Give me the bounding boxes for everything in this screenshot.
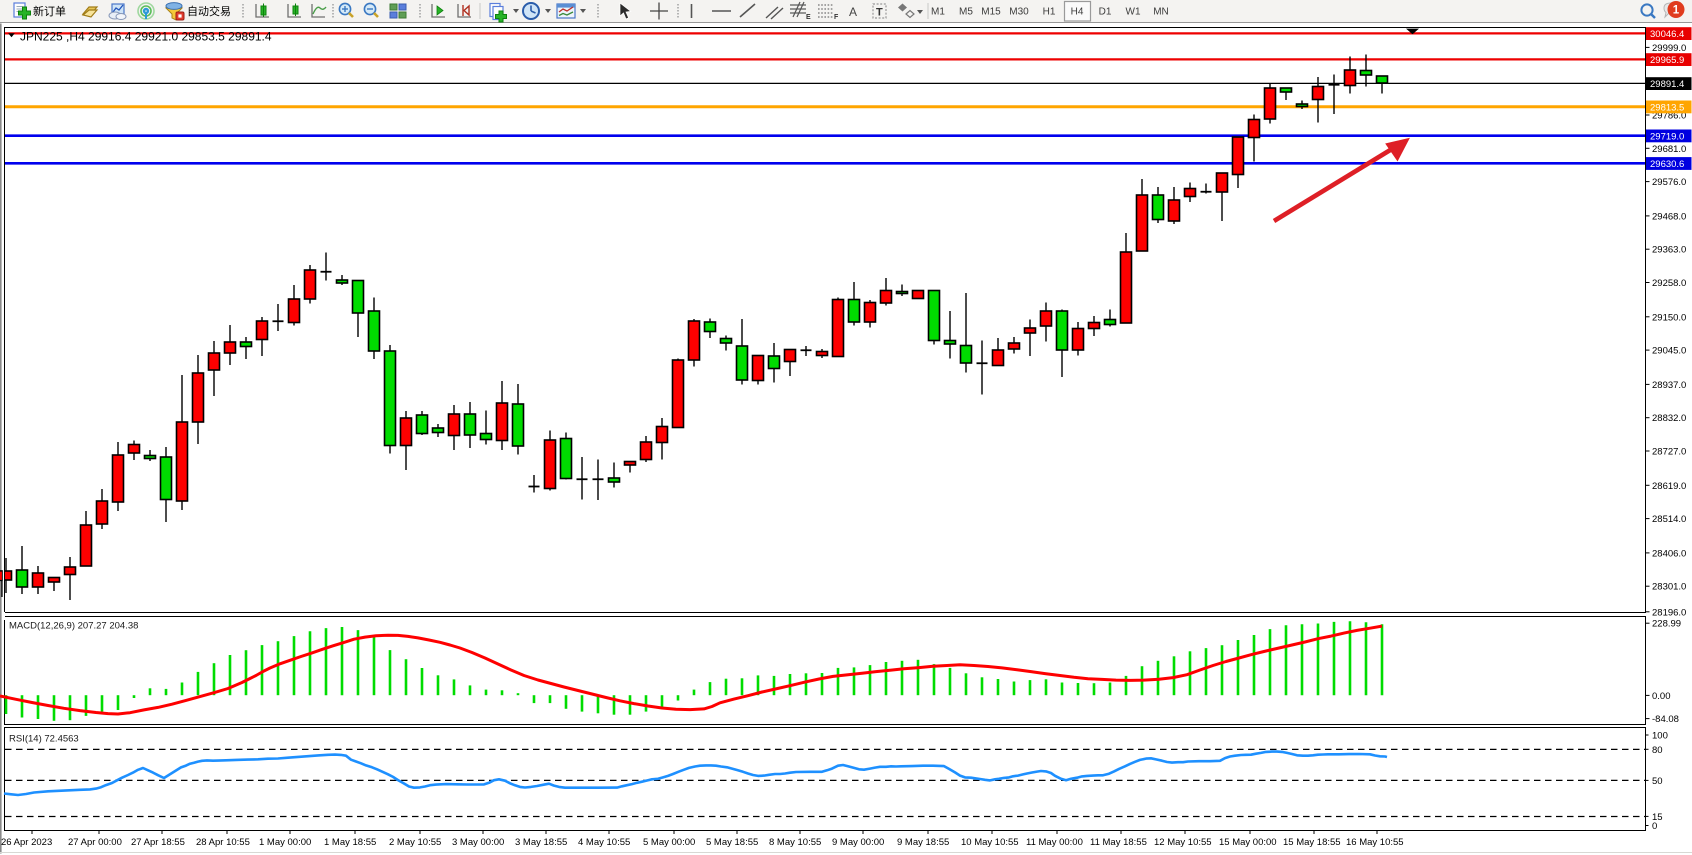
svg-text:MN: MN	[1153, 7, 1169, 18]
svg-text:E: E	[806, 14, 811, 21]
svg-text:28727.0: 28727.0	[1652, 447, 1686, 458]
svg-text:16 May 10:55: 16 May 10:55	[1346, 837, 1404, 848]
svg-text:9 May 00:00: 9 May 00:00	[832, 837, 884, 848]
svg-text:MACD(12,26,9) 207.27 204.38: MACD(12,26,9) 207.27 204.38	[9, 621, 138, 632]
svg-text:D1: D1	[1099, 7, 1112, 18]
svg-text:A: A	[849, 5, 857, 19]
svg-text:11 May 00:00: 11 May 00:00	[1026, 837, 1083, 848]
svg-text:29576.0: 29576.0	[1652, 177, 1686, 188]
svg-text:H1: H1	[1043, 7, 1056, 18]
svg-text:29786.0: 29786.0	[1652, 111, 1686, 122]
svg-text:15 May 18:55: 15 May 18:55	[1283, 837, 1341, 848]
svg-text:28196.0: 28196.0	[1652, 607, 1686, 618]
svg-text:M5: M5	[959, 7, 973, 18]
svg-text:29630.6: 29630.6	[1650, 159, 1684, 170]
svg-text:W1: W1	[1126, 7, 1141, 18]
svg-text:1 May 18:55: 1 May 18:55	[324, 837, 376, 848]
svg-text:29681.0: 29681.0	[1652, 144, 1686, 155]
svg-text:30046.4: 30046.4	[1650, 29, 1684, 40]
svg-text:28832.0: 28832.0	[1652, 413, 1686, 424]
svg-text:28619.0: 28619.0	[1652, 481, 1686, 492]
svg-text:H4: H4	[1071, 7, 1084, 18]
svg-text:5 May 00:00: 5 May 00:00	[643, 837, 695, 848]
svg-text:M30: M30	[1009, 7, 1029, 18]
svg-text:29150.0: 29150.0	[1652, 312, 1686, 323]
svg-text:15: 15	[1652, 812, 1663, 823]
svg-text:3 May 18:55: 3 May 18:55	[515, 837, 567, 848]
svg-text:-84.08: -84.08	[1652, 714, 1679, 725]
svg-text:9 May 18:55: 9 May 18:55	[897, 837, 949, 848]
svg-text:1: 1	[1673, 5, 1680, 17]
svg-text:29468.0: 29468.0	[1652, 211, 1686, 222]
svg-text:M1: M1	[931, 7, 945, 18]
svg-text:228.99: 228.99	[1652, 619, 1681, 630]
svg-text:28937.0: 28937.0	[1652, 380, 1686, 391]
svg-text:100: 100	[1652, 731, 1668, 742]
svg-text:2 May 10:55: 2 May 10:55	[389, 837, 441, 848]
svg-text:10 May 10:55: 10 May 10:55	[961, 837, 1019, 848]
svg-text:29813.5: 29813.5	[1650, 102, 1684, 113]
svg-text:8 May 10:55: 8 May 10:55	[769, 837, 821, 848]
svg-text:28301.0: 28301.0	[1652, 582, 1686, 593]
svg-text:80: 80	[1652, 745, 1663, 756]
svg-text:28514.0: 28514.0	[1652, 514, 1686, 525]
svg-text:27 Apr 00:00: 27 Apr 00:00	[68, 837, 122, 848]
svg-text:29045.0: 29045.0	[1652, 346, 1686, 357]
svg-text:11 May 18:55: 11 May 18:55	[1090, 837, 1147, 848]
svg-text:F: F	[834, 14, 839, 21]
svg-text:15 May 00:00: 15 May 00:00	[1219, 837, 1277, 848]
svg-text:自动交易: 自动交易	[187, 4, 231, 18]
svg-text:29999.0: 29999.0	[1652, 43, 1686, 54]
svg-text:M15: M15	[981, 7, 1001, 18]
svg-text:0.00: 0.00	[1652, 691, 1671, 702]
svg-text:26 Apr 2023: 26 Apr 2023	[1, 837, 52, 848]
svg-text:28406.0: 28406.0	[1652, 548, 1686, 559]
svg-text:新订单: 新订单	[33, 4, 66, 18]
svg-text:RSI(14) 72.4563: RSI(14) 72.4563	[9, 734, 79, 745]
svg-text:4 May 10:55: 4 May 10:55	[578, 837, 630, 848]
svg-text:29363.0: 29363.0	[1652, 245, 1686, 256]
svg-text:28 Apr 10:55: 28 Apr 10:55	[196, 837, 250, 848]
svg-text:0: 0	[1652, 821, 1657, 832]
svg-text:29965.9: 29965.9	[1650, 55, 1684, 66]
svg-text:T: T	[876, 7, 883, 19]
svg-text:50: 50	[1652, 776, 1663, 787]
svg-text:12 May 10:55: 12 May 10:55	[1154, 837, 1212, 848]
svg-text:29258.0: 29258.0	[1652, 278, 1686, 289]
svg-text:JPN225 ,H4 29916.4 29921.0 29: JPN225 ,H4 29916.4 29921.0 29853.5 29891…	[20, 29, 272, 43]
svg-text:3 May 00:00: 3 May 00:00	[452, 837, 504, 848]
svg-text:5 May 18:55: 5 May 18:55	[706, 837, 758, 848]
svg-text:1 May 00:00: 1 May 00:00	[259, 837, 311, 848]
svg-text:27 Apr 18:55: 27 Apr 18:55	[131, 837, 185, 848]
svg-text:29719.0: 29719.0	[1650, 131, 1684, 142]
svg-text:29891.4: 29891.4	[1650, 79, 1684, 90]
